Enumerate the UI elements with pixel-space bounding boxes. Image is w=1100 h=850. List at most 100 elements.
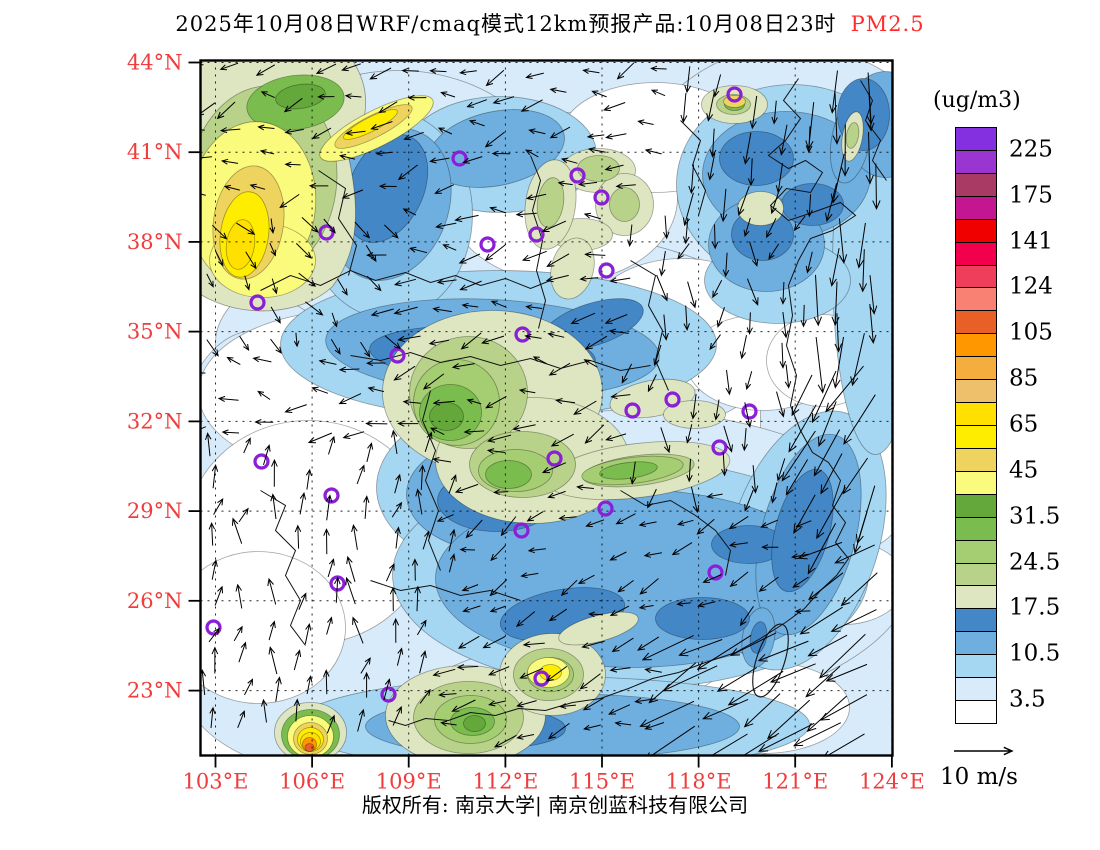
wind-arrow [581,640,605,649]
boundary-line [620,490,732,576]
wind-arrow [546,253,570,268]
wind-arrow [573,400,597,415]
wind-arrow [834,313,843,353]
colorbar-tick-label: 85 [1009,365,1039,392]
wind-arrow [366,252,387,259]
contour-blob [463,715,486,732]
wind-arrow [301,217,319,233]
wind-arrow [757,640,809,662]
wind-arrow [792,576,809,588]
wind-arrow [284,161,301,168]
wind-arrow [462,605,481,613]
wind-arrow [428,339,449,346]
colorbar-tick-label: 141 [1009,228,1053,255]
wind-arrow [641,635,694,661]
boundary-line [260,490,306,646]
city-marker [253,453,270,470]
contour-blob [771,468,834,593]
colorbar-tick-label: 3.5 [1009,686,1046,713]
wind-arrow [815,336,826,394]
wind-arrow [263,444,271,466]
lon-label: 112°E [472,770,538,794]
wind-arrow [308,182,329,189]
wind-arrow [408,246,428,254]
city-marker [726,86,743,103]
wind-arrow [325,494,333,521]
wind-arrow [615,182,636,189]
wind-arrow [779,342,787,369]
city-marker [711,439,728,456]
colorbar-cell [955,333,997,358]
wind-arrow [323,218,336,234]
city-marker [528,226,545,243]
colorbar-cell [955,172,997,197]
wind-arrow [223,184,240,191]
wind-arrow [545,665,568,682]
wind-arrow [338,366,360,373]
wind-arrow [226,356,241,366]
boundary-line [680,120,707,216]
city-marker [205,619,222,636]
colorbar-tick-label: 175 [1009,182,1053,209]
wind-arrow [516,700,537,708]
colorbar-unit-label: (ug/m3) [933,88,1021,113]
wind-arrow [354,221,371,239]
wind-arrow [448,528,456,552]
wind-arrow [389,586,397,612]
wind-arrow [237,710,246,728]
wind-arrow [236,222,256,235]
wind-arrow [577,574,595,584]
wind-arrow [244,275,251,291]
colorbar-tick-label: 10.5 [1009,640,1061,667]
wind-arrow [647,488,657,509]
wind-arrow [588,611,603,618]
wind-arrow [260,91,275,99]
wind-arrow [758,576,779,592]
wind-arrow [519,667,544,679]
wind-arrow [424,431,433,453]
wind-arrow [209,706,216,729]
colorbar-cell [955,425,997,449]
wind-arrow [656,274,668,302]
wind-arrow [434,184,455,194]
wind-arrow [211,463,219,489]
wind-arrow [869,275,878,315]
boundary-line [530,155,547,329]
wind-arrow [367,386,385,393]
contour-blob [558,611,639,646]
wind-arrow [345,129,366,136]
boundary-line [860,80,887,181]
wind-arrow [840,572,878,607]
colorbar-cell [955,310,997,335]
wind-arrow [465,519,483,539]
wind-arrow [584,251,606,258]
wind-arrow [577,180,598,187]
wind-arrow [459,546,476,553]
wind-arrow [520,99,543,112]
wind-arrow [484,131,505,148]
wind-arrow [448,474,457,494]
wind-arrow [583,212,602,220]
wind-arrow [257,124,275,131]
colorbar-cell [955,218,997,243]
wind-arrow [418,464,426,490]
wind-arrow [548,362,571,376]
wind-arrow [586,133,605,140]
wind-arrow [493,489,509,495]
wind-arrow [344,93,362,100]
wind-arrow [267,577,277,605]
wind-arrow [271,278,278,295]
wind-arrow [220,158,239,165]
wind-arrow [208,627,220,643]
wind-arrow [781,430,816,482]
boundary-line [388,78,857,727]
contour-blob [429,402,464,431]
wind-arrow [609,277,631,284]
colorbar-cell [955,287,997,312]
wind-arrow [729,632,777,656]
wind-arrow [268,620,276,641]
city-marker [741,403,758,420]
wind-arrow [743,217,751,238]
wind-arrow [375,150,393,157]
